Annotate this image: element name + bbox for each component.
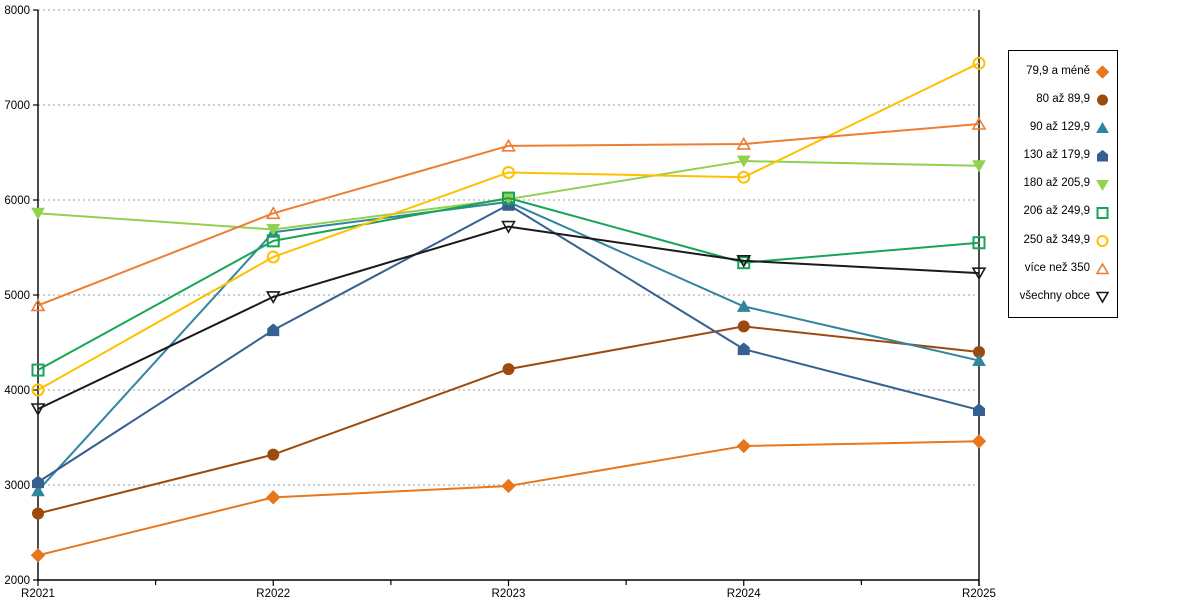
data-point-marker[interactable] bbox=[737, 170, 751, 184]
data-point-marker[interactable] bbox=[30, 403, 46, 417]
x-tick-label: R2024 bbox=[727, 588, 761, 600]
data-point-marker[interactable] bbox=[971, 116, 987, 130]
data-point-marker[interactable] bbox=[501, 478, 516, 494]
data-point-marker[interactable] bbox=[267, 448, 280, 461]
data-point-marker[interactable] bbox=[30, 298, 46, 312]
data-point-marker[interactable] bbox=[737, 256, 751, 270]
legend-marker-icon bbox=[1097, 94, 1108, 106]
data-point-marker[interactable] bbox=[736, 299, 751, 312]
legend-item[interactable]: 79,9 a méně bbox=[1013, 64, 1110, 79]
data-point-marker[interactable] bbox=[736, 255, 752, 268]
y-tick-label: 4000 bbox=[4, 385, 30, 397]
legend-item[interactable]: 90 až 129,9 bbox=[1013, 120, 1110, 135]
legend-marker-icon bbox=[1095, 262, 1110, 275]
y-tick-label: 7000 bbox=[4, 100, 30, 112]
series-line bbox=[37, 440, 980, 557]
series-line bbox=[37, 225, 980, 410]
data-point-marker[interactable] bbox=[266, 490, 281, 505]
data-point-marker[interactable] bbox=[972, 236, 986, 250]
data-point-marker[interactable] bbox=[502, 191, 515, 205]
data-point-marker[interactable] bbox=[737, 320, 750, 333]
legend-label: 250 až 349,9 bbox=[1023, 233, 1090, 246]
data-point-marker[interactable] bbox=[30, 548, 46, 563]
legend-label: všechny obce bbox=[1019, 289, 1090, 302]
y-tick-label: 6000 bbox=[4, 195, 30, 207]
data-point-marker[interactable] bbox=[972, 56, 986, 70]
data-point-marker[interactable] bbox=[971, 434, 987, 449]
data-point-marker[interactable] bbox=[972, 354, 986, 367]
series-line bbox=[37, 200, 980, 492]
legend-label: 180 až 205,9 bbox=[1023, 177, 1090, 190]
data-point-marker[interactable] bbox=[31, 207, 45, 220]
legend-marker-icon bbox=[1096, 179, 1109, 191]
data-point-marker[interactable] bbox=[973, 403, 985, 416]
data-point-marker[interactable] bbox=[265, 206, 281, 220]
legend-marker-icon bbox=[1096, 122, 1109, 134]
data-point-marker[interactable] bbox=[736, 136, 752, 150]
data-point-marker[interactable] bbox=[31, 363, 45, 377]
data-point-marker[interactable] bbox=[31, 484, 45, 497]
x-tick-label: R2025 bbox=[962, 588, 996, 600]
legend-label: 79,9 a méně bbox=[1026, 64, 1090, 77]
y-tick-label: 2000 bbox=[4, 575, 30, 587]
legend-label: 80 až 89,9 bbox=[1036, 92, 1090, 105]
series-line bbox=[37, 62, 980, 391]
legend-item[interactable]: všechny obce bbox=[1013, 289, 1110, 304]
legend-label: 130 až 179,9 bbox=[1023, 149, 1090, 162]
legend-label: více než 350 bbox=[1024, 261, 1090, 274]
legend-item[interactable]: 180 až 205,9 bbox=[1013, 177, 1110, 192]
data-point-marker[interactable] bbox=[971, 267, 987, 281]
data-point-marker[interactable] bbox=[502, 363, 515, 376]
legend-marker-icon bbox=[1097, 150, 1108, 162]
data-point-marker[interactable] bbox=[972, 160, 986, 173]
legend-label: 206 až 249,9 bbox=[1023, 205, 1090, 218]
legend-marker-icon bbox=[1096, 206, 1109, 219]
legend-item[interactable]: 250 až 349,9 bbox=[1013, 233, 1110, 248]
data-point-marker[interactable] bbox=[266, 250, 280, 264]
data-point-marker[interactable] bbox=[266, 234, 280, 248]
y-tick-label: 5000 bbox=[4, 290, 30, 302]
legend-item[interactable]: 206 až 249,9 bbox=[1013, 205, 1110, 220]
legend-marker-icon bbox=[1096, 234, 1109, 247]
y-tick-label: 3000 bbox=[4, 480, 30, 492]
data-point-marker[interactable] bbox=[501, 138, 516, 152]
data-point-marker[interactable] bbox=[265, 291, 281, 305]
data-point-marker[interactable] bbox=[32, 475, 44, 489]
data-point-marker[interactable] bbox=[501, 220, 516, 234]
series-line bbox=[37, 197, 980, 371]
legend-marker-icon bbox=[1095, 65, 1110, 79]
series-line bbox=[37, 203, 980, 483]
legend: 79,9 a méně 80 až 89,9 90 až 129,9 130 až 1… bbox=[1008, 50, 1118, 318]
series-line bbox=[37, 123, 980, 307]
data-point-marker[interactable] bbox=[267, 323, 280, 337]
data-point-marker[interactable] bbox=[32, 507, 44, 520]
legend-item[interactable]: 80 až 89,9 bbox=[1013, 92, 1110, 107]
data-point-marker[interactable] bbox=[31, 383, 45, 397]
data-point-marker[interactable] bbox=[266, 223, 281, 236]
legend-item[interactable]: 130 až 179,9 bbox=[1013, 148, 1110, 163]
data-point-marker[interactable] bbox=[736, 155, 751, 168]
legend-label: 90 až 129,9 bbox=[1029, 121, 1090, 133]
legend-marker-icon bbox=[1095, 291, 1110, 304]
data-point-marker[interactable] bbox=[736, 438, 751, 454]
y-tick-label: 8000 bbox=[4, 5, 30, 17]
legend-item[interactable]: více než 350 bbox=[1013, 261, 1110, 276]
x-tick-label: R2021 bbox=[21, 588, 55, 600]
data-point-marker[interactable] bbox=[502, 165, 515, 179]
x-tick-label: R2022 bbox=[256, 588, 290, 600]
x-tick-label: R2023 bbox=[492, 588, 526, 600]
data-point-marker[interactable] bbox=[737, 342, 750, 356]
